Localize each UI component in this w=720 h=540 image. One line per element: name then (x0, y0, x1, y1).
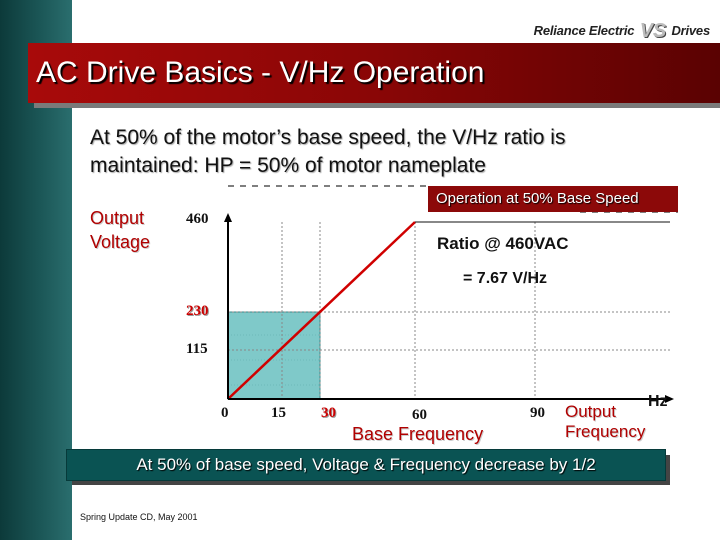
ratio-line-1: Ratio @ 460VAC (437, 234, 569, 253)
intro-text: At 50% of the motor’s base speed, the V/… (90, 124, 710, 180)
output-frequency-line-2: Frequency (565, 422, 646, 441)
slide-title: AC Drive Basics - V/Hz Operation (36, 56, 485, 89)
x-tick-60: 60 (412, 407, 427, 423)
title-bar (28, 43, 720, 103)
operation-label-box (428, 186, 678, 212)
x-axis-arrow (665, 395, 674, 403)
logo-text: Reliance Electric (533, 23, 635, 38)
y-tick-115: 115 (186, 341, 208, 357)
intro-line-1: At 50% of the motor’s base speed, the V/… (90, 126, 566, 149)
intro-line-2: maintained: HP = 50% of motor nameplate (90, 154, 486, 177)
y-axis-label: Output Voltage (90, 206, 150, 254)
x-axis-label: Base Frequency (352, 424, 484, 444)
y-tick-460: 460 (186, 211, 209, 227)
y-axis-label-line-2: Voltage (90, 232, 151, 252)
y-tick-230: 230 (186, 303, 209, 319)
company-logo: Reliance Electric VS Drives (533, 18, 711, 42)
y-axis-arrow (224, 213, 232, 222)
vhz-line (227, 221, 416, 400)
operation-label: Operation at 50% Base Speed (436, 190, 639, 207)
logo-mark: VS (639, 20, 667, 42)
y-gridlines (228, 311, 670, 351)
y-axis-label-line-1: Output (90, 208, 145, 228)
footer-text: Spring Update CD, May 2001 (80, 512, 198, 522)
x-tick-0: 0 (221, 405, 229, 421)
logo-suffix: Drives (671, 23, 710, 38)
hz-unit-label: Hz (648, 393, 668, 410)
x-tick-30: 30 (321, 405, 336, 421)
output-frequency-label: Output Frequency (565, 402, 645, 442)
summary-banner: At 50% of base speed, Voltage & Frequenc… (66, 449, 666, 481)
x-tick-15: 15 (271, 405, 286, 421)
output-frequency-line-1: Output (565, 402, 617, 421)
x-tick-90: 90 (530, 405, 545, 421)
ratio-line-2: = 7.67 V/Hz (463, 270, 548, 287)
